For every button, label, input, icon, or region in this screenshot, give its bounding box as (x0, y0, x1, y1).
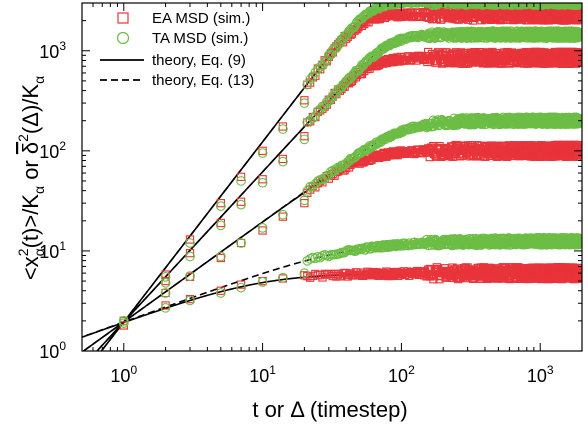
data-point-ea-3-d0 (303, 80, 312, 89)
data-point-ea-2-5 (258, 175, 267, 184)
data-point-ea-2-6 (278, 154, 288, 164)
data-point-ta-5-d1 (305, 181, 315, 192)
data-point-ta-5-d12 (329, 166, 340, 176)
data-point-ta-4-7 (299, 268, 310, 278)
data-point-ta-5-d2 (307, 181, 318, 192)
data-point-ta-4-3 (215, 288, 226, 298)
data-point-ea-0-d0 (303, 272, 312, 281)
data-point-ta-4-d744 (573, 233, 582, 244)
data-point-ea-0-d744 (574, 274, 582, 283)
data-point-ea-0-d5 (316, 271, 325, 280)
data-point-ea-2-d745 (574, 53, 582, 62)
data-point-ta-4-d741 (573, 236, 582, 247)
data-point-ea-1-1 (161, 288, 170, 298)
data-point-ta-4-2 (185, 295, 195, 306)
data-point-ea-3-4 (236, 172, 246, 181)
data-point-ta-4-4 (236, 282, 246, 293)
data-point-ea-1-4 (236, 238, 246, 248)
data-point-ta-5-5 (257, 223, 268, 233)
data-point-ea-2-2 (185, 249, 195, 258)
data-point-ta-5-d4 (312, 176, 323, 186)
data-point-ta-4-d3 (310, 253, 321, 264)
data-point-ea-1-5 (258, 226, 267, 235)
data-point-ea-3-6 (278, 122, 288, 131)
data-point-ea-0-d745 (574, 264, 582, 273)
simulation-markers (118, 3, 582, 330)
data-point-ta-5-3 (215, 251, 226, 262)
data-point-ea-0-2 (185, 294, 195, 304)
data-point-ta-5-d30 (355, 148, 366, 158)
data-point-ta-4-6 (278, 272, 288, 283)
data-point-ta-4-1 (160, 302, 171, 313)
data-point-ta-6-4 (236, 199, 246, 210)
data-point-ta-5-7 (299, 195, 310, 206)
data-point-ta-4-5 (257, 277, 268, 287)
data-point-ta-5-1 (160, 288, 171, 298)
data-point-ta-5-d10 (325, 166, 336, 177)
data-point-ta-5-2 (185, 271, 195, 281)
data-point-ta-6-6 (278, 156, 288, 167)
data-point-ta-4-d745 (573, 239, 582, 250)
data-point-ta-5-d121 (433, 115, 444, 126)
data-point-ta-6-3 (215, 220, 226, 231)
data-point-ea-3-2 (185, 235, 195, 244)
data-point-ta-5-6 (278, 209, 288, 220)
data-point-ta-5-4 (236, 238, 246, 248)
theory-curve-eq9-3 (100, 13, 582, 351)
data-point-ea-1-d744 (574, 140, 582, 150)
